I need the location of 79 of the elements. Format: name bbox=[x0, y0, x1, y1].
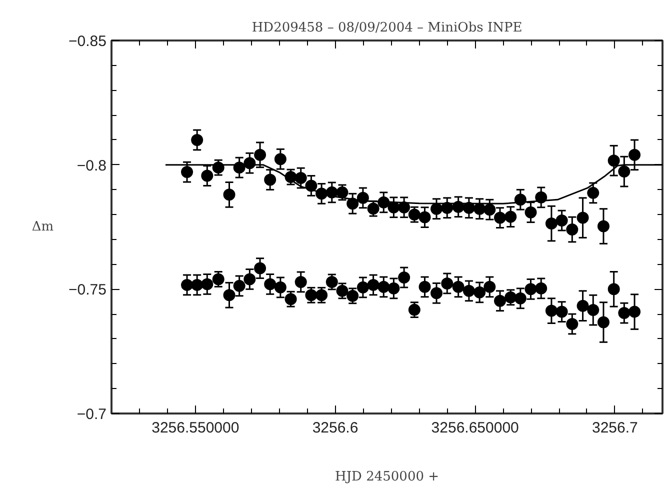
point bbox=[484, 280, 496, 293]
point bbox=[474, 286, 486, 298]
point bbox=[608, 283, 620, 296]
point bbox=[441, 202, 454, 214]
point bbox=[618, 166, 630, 178]
y-tick-label: −0.75 bbox=[68, 282, 107, 299]
point bbox=[441, 277, 454, 290]
point bbox=[545, 304, 558, 317]
point bbox=[326, 276, 338, 288]
point bbox=[408, 304, 420, 316]
point bbox=[181, 166, 194, 178]
point bbox=[336, 284, 348, 297]
point bbox=[576, 300, 589, 312]
point bbox=[346, 198, 359, 210]
point bbox=[274, 153, 286, 166]
point bbox=[264, 174, 276, 186]
point bbox=[408, 208, 420, 221]
point bbox=[223, 289, 236, 302]
point bbox=[378, 280, 390, 293]
point bbox=[418, 211, 431, 224]
point bbox=[618, 307, 630, 320]
point bbox=[608, 154, 620, 167]
x-tick-label: 3256.6 bbox=[312, 420, 358, 436]
point bbox=[254, 262, 266, 274]
point bbox=[524, 206, 537, 218]
point bbox=[597, 220, 610, 232]
point bbox=[566, 224, 578, 236]
point bbox=[430, 287, 443, 300]
point bbox=[294, 276, 307, 288]
point bbox=[388, 282, 400, 294]
point bbox=[367, 202, 380, 215]
point bbox=[504, 210, 517, 223]
point bbox=[398, 271, 410, 284]
point bbox=[430, 202, 443, 215]
point bbox=[484, 204, 496, 216]
point bbox=[254, 148, 266, 161]
point bbox=[191, 134, 204, 146]
point bbox=[545, 218, 558, 230]
point bbox=[201, 170, 214, 182]
point bbox=[514, 292, 526, 304]
point bbox=[223, 188, 236, 201]
point bbox=[628, 306, 641, 318]
y-tick-label: −0.8 bbox=[76, 157, 107, 174]
x-tick-label: 3256.550000 bbox=[152, 420, 240, 436]
point bbox=[597, 316, 610, 328]
point bbox=[452, 280, 464, 293]
point bbox=[398, 201, 410, 214]
y-tick-label: −0.85 bbox=[68, 33, 107, 50]
point bbox=[576, 212, 589, 224]
point bbox=[233, 280, 246, 292]
point bbox=[462, 284, 475, 297]
point bbox=[494, 294, 506, 307]
point bbox=[244, 273, 256, 286]
point bbox=[556, 214, 568, 227]
point bbox=[264, 278, 276, 290]
point bbox=[284, 293, 297, 306]
x-tick-label: 3256.7 bbox=[592, 420, 638, 436]
point bbox=[556, 306, 568, 318]
point bbox=[587, 304, 600, 316]
point bbox=[346, 290, 359, 302]
point bbox=[587, 186, 600, 199]
point bbox=[628, 148, 641, 161]
point bbox=[566, 318, 578, 330]
point bbox=[274, 281, 286, 294]
point bbox=[201, 278, 214, 290]
point bbox=[524, 283, 537, 296]
y-tick-label: −0.7 bbox=[76, 406, 107, 423]
point bbox=[494, 212, 506, 224]
point bbox=[535, 282, 548, 294]
y-axis-title: Δm bbox=[32, 220, 54, 234]
point bbox=[356, 281, 369, 294]
point bbox=[418, 280, 431, 293]
x-axis-title: HJD 2450000 + bbox=[334, 470, 440, 484]
point bbox=[367, 278, 380, 291]
point bbox=[294, 172, 307, 184]
point bbox=[191, 278, 204, 291]
chart-title: HD209458 – 08/09/2004 – MiniObs INPE bbox=[252, 20, 522, 36]
x-tick-label: 3256.650000 bbox=[431, 420, 519, 436]
point bbox=[181, 278, 194, 291]
